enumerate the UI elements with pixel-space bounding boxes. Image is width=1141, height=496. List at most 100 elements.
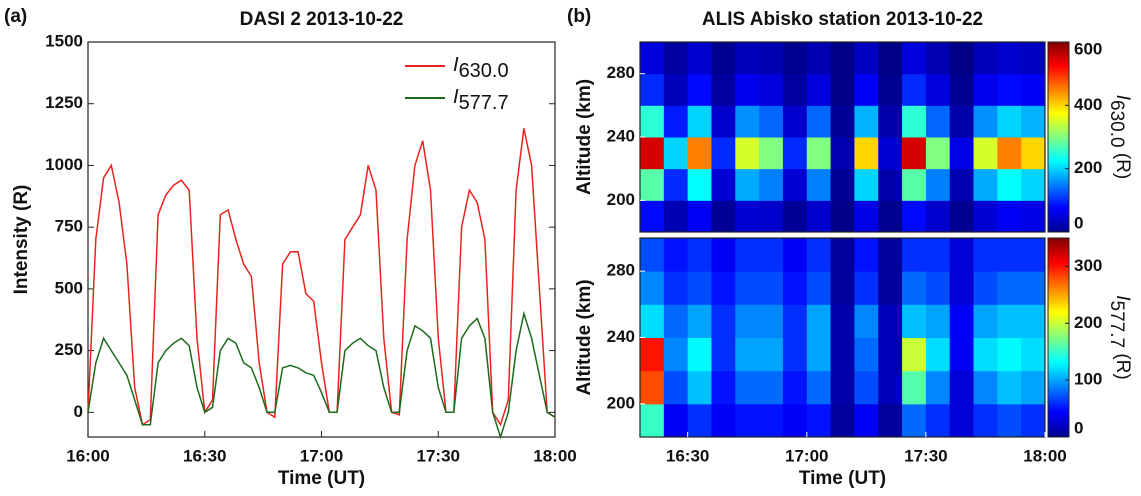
heatmap-cell [830,105,855,138]
heatmap-cell [711,337,736,372]
heatmap-cell [973,337,998,372]
heatmap-cell [759,200,784,233]
heatmap-cell [973,42,998,75]
heatmap-cell [640,137,665,170]
heatmap-cell [854,370,879,405]
heatmap-cell [997,105,1022,138]
heatmap-cell [687,200,712,233]
heatmap-cell [997,137,1022,170]
colorbar-symbol: I [1112,95,1133,101]
colorbar-tick-label: 200 [1074,313,1102,332]
heatmap-cell [782,42,808,75]
heatmap-cell [806,370,832,405]
heatmap-cell [902,271,927,305]
heatmap-cell [925,271,951,305]
heatmap-cell [640,105,665,138]
heatmap-cell [973,105,998,138]
chart-title: ALIS Abisko station 2013-10-22 [702,9,983,30]
heatmap-cell [830,271,855,305]
heatmap-cell [759,105,784,138]
heatmap-cell [711,370,736,405]
heatmap-cell [735,137,760,170]
colorbar-tick-label: 600 [1074,39,1102,58]
heatmap-cell [782,73,808,106]
colorbar-label: I577.7 (R) [1106,295,1133,380]
heatmap-cell [663,403,689,438]
colorbar-unit: (R) [1112,153,1133,179]
heatmap-cell [1021,337,1046,372]
series-line [87,310,556,440]
heatmap-cell [878,271,903,305]
y-tick-label: 0 [74,402,83,421]
heatmap-cell [949,168,975,201]
heatmap-cell [949,105,975,138]
heatmap-cell [878,337,903,372]
heatmap-cell [925,200,951,233]
heatmap-cell [854,337,879,372]
heatmap-cell [687,370,712,405]
heatmap-cell [687,271,712,305]
heatmap-cell [878,137,903,170]
heatmap-cell [902,370,927,405]
heatmap-cell [759,238,784,272]
y-tick-label: 280 [607,261,635,280]
heatmap-cell [997,337,1022,372]
colorbar [1047,237,1070,438]
heatmap-cell [949,304,975,338]
heatmap-cell [949,73,975,106]
heatmap-cell [902,337,927,372]
heatmap-cell [997,73,1022,106]
heatmap-cell [640,168,665,201]
heatmap-cell [854,271,879,305]
heatmap-cell [830,370,855,405]
y-tick-label: 240 [607,327,635,346]
heatmap-cell [949,271,975,305]
heatmap-cell [640,304,665,338]
heatmap-cell [663,271,689,305]
heatmap-cell [1021,370,1046,405]
y-tick-label: 250 [55,340,83,359]
heatmap-cell [687,73,712,106]
heatmap-cell [925,238,951,272]
heatmap-cell [925,105,951,138]
heatmap-cell [735,403,760,438]
heatmap-cell [925,370,951,405]
heatmap-cell [973,304,998,338]
heatmap-cell [1021,304,1046,338]
heatmap-cell [1021,137,1046,170]
colorbar-tick-label: 100 [1074,370,1102,389]
heatmap-cell [830,168,855,201]
heatmap-cell [902,42,927,75]
legend-label: I630.0 [453,54,509,82]
colorbar [1047,41,1070,233]
heatmap-cell [663,73,689,106]
heatmap-cell [949,137,975,170]
heatmap-cell [949,403,975,438]
heatmap-cell [1021,403,1046,438]
y-tick-label: 280 [607,63,635,82]
heatmap-cell [735,105,760,138]
heatmap-cell [997,238,1022,272]
heatmap-cell [1021,168,1046,201]
colorbar-subscript: 577.7 [1106,301,1127,349]
x-tick-label: 17:00 [300,446,343,465]
heatmap-cell [663,238,689,272]
heatmap-cell [806,42,832,75]
heatmap-cell [687,168,712,201]
colorbar-tick-label: 0 [1074,418,1083,437]
x-tick-label: 16:30 [183,446,226,465]
colorbar-tick-label: 0 [1074,213,1083,232]
heatmap-cell [878,238,903,272]
heatmap-cell [1021,105,1046,138]
legend-symbol: I [453,86,459,108]
heatmap-cell [759,370,784,405]
heatmap-cell [640,271,665,305]
x-axis-label: Time (UT) [278,468,365,489]
panel-label: (a) [4,6,27,27]
heatmap-cell [854,42,879,75]
heatmap-cell [973,73,998,106]
heatmap-cell [1021,271,1046,305]
series-line [87,128,556,427]
y-tick-label: 1250 [45,93,83,112]
heatmap-cell [759,42,784,75]
